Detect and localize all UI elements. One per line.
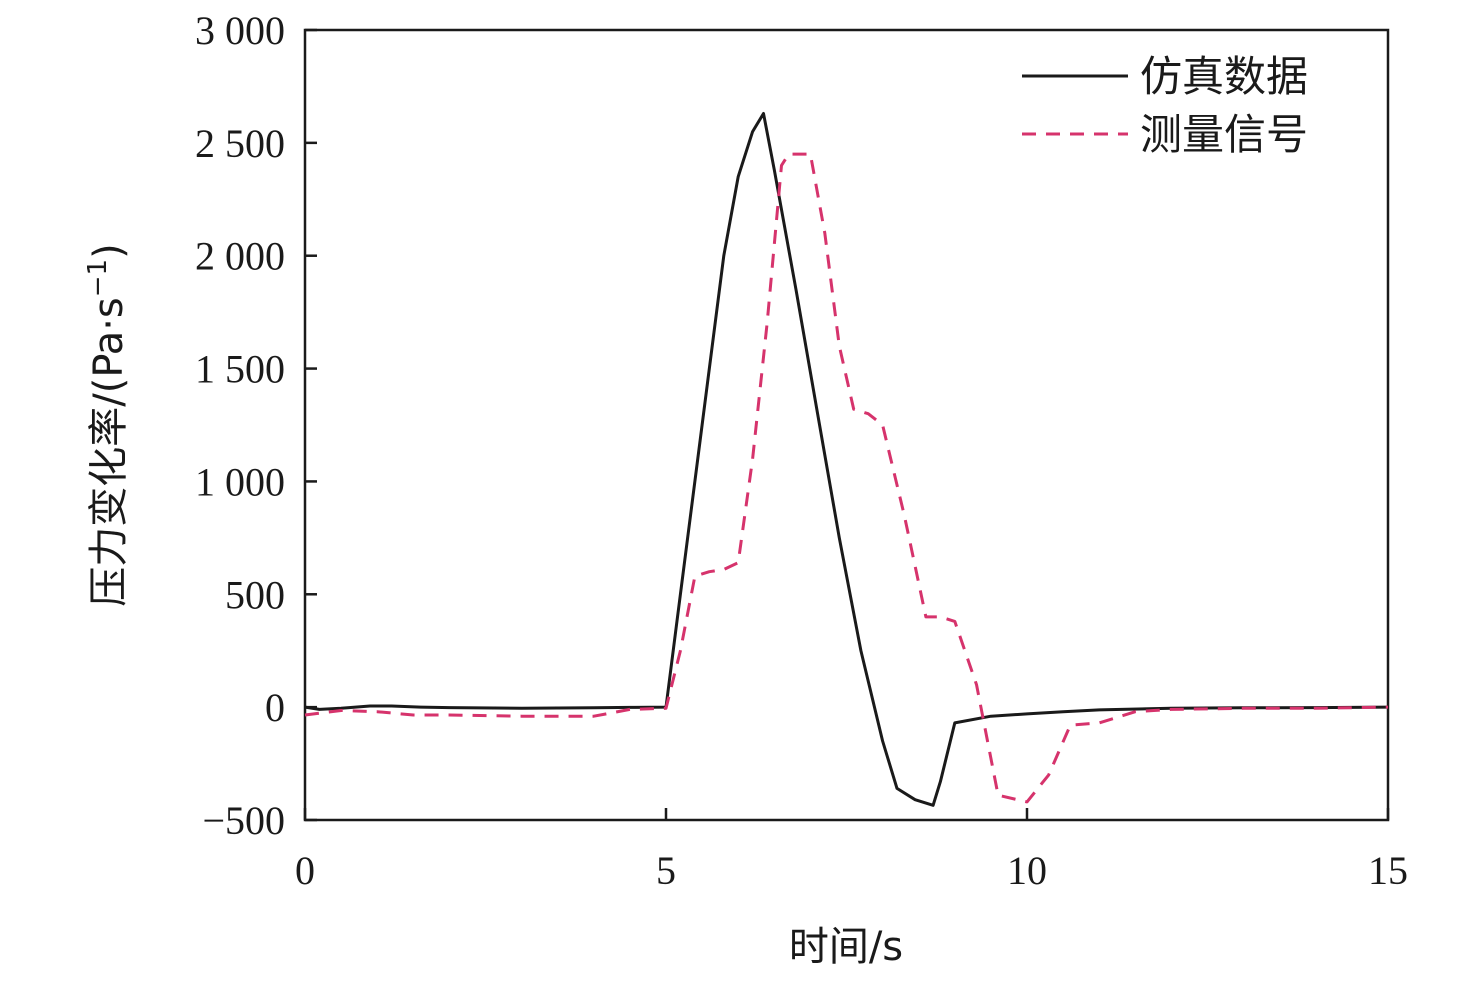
x-axis-ticks: 0 5 10 15 (295, 808, 1408, 893)
x-axis-title: 时间/s (789, 924, 903, 970)
series-layer (304, 112, 1389, 807)
y-tick-label: 1 000 (195, 459, 285, 504)
y-axis-title-main: 压力变化率/(Pa·s (86, 297, 132, 606)
series-line-simulation (304, 112, 1389, 807)
x-tick-label: 5 (656, 848, 676, 893)
y-tick-label: 2 500 (195, 121, 285, 166)
y-tick-label: 1 500 (195, 347, 285, 392)
y-axis-title: 压力变化率/(Pa·s−1) (83, 243, 132, 606)
x-tick-label: 0 (295, 848, 315, 893)
y-axis-title-superscript: −1 (83, 259, 113, 297)
legend-label-simulation: 仿真数据 (1140, 52, 1308, 101)
series-line-measurement (304, 152, 1389, 804)
y-tick-label: 3 000 (195, 8, 285, 53)
y-tick-label: 500 (225, 572, 285, 617)
plot-frame (303, 28, 1390, 822)
legend-label-measurement: 测量信号 (1140, 110, 1308, 159)
y-tick-label: −500 (202, 798, 285, 843)
x-tick-label: 15 (1368, 848, 1408, 893)
y-tick-label: 2 000 (195, 234, 285, 279)
y-axis-title-close: ) (86, 243, 132, 259)
y-tick-label: 0 (265, 685, 285, 730)
legend: 仿真数据 测量信号 (1022, 52, 1308, 159)
x-tick-label: 10 (1007, 848, 1047, 893)
y-axis-ticks: −500 0 500 1 000 1 500 2 000 2 500 3 000 (195, 8, 317, 843)
